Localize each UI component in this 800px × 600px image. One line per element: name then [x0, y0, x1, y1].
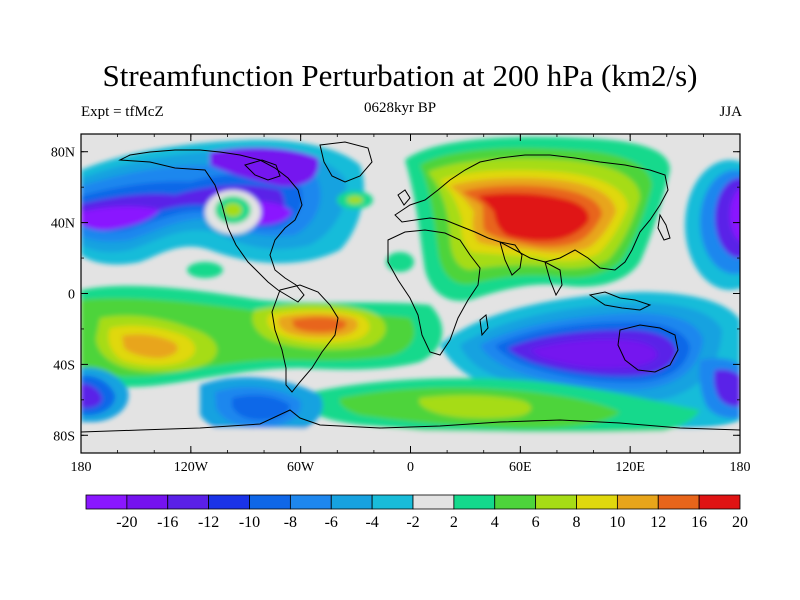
colorbar-label: -10	[239, 514, 260, 531]
colorbar-box	[453, 494, 496, 510]
colorbar-box	[371, 494, 414, 510]
colorbar-box	[698, 494, 741, 510]
x-tick-label: 60E	[509, 460, 532, 475]
x-tick-label: 120E	[615, 460, 645, 475]
colorbar-box	[85, 494, 128, 510]
chart-title: Streamfunction Perturbation at 200 hPa (…	[102, 58, 698, 93]
experiment-label: Expt = tfMcZ	[81, 104, 164, 120]
coastlines	[81, 141, 740, 433]
colorbar-label: 4	[491, 514, 499, 531]
colorbar-box	[494, 494, 537, 510]
x-axis: 180 120W 60W 0 60E 120E 180	[71, 134, 751, 475]
colorbar-label: -20	[116, 514, 137, 531]
colorbar-box	[576, 494, 618, 510]
colorbar-box	[535, 494, 577, 510]
y-tick-label: 80N	[51, 146, 75, 161]
colorbar: -20 -16 -12 -10 -8 -6 -4 -2 2 4 6 8 10 12 16 20	[85, 494, 748, 531]
colorbar-label: 6	[532, 514, 540, 531]
colorbar-label: 10	[609, 514, 625, 531]
colorbar-label: 12	[650, 514, 666, 531]
colorbar-box	[330, 494, 373, 510]
contour-field	[81, 134, 740, 453]
x-tick-label: 180	[71, 460, 92, 475]
colorbar-box	[289, 494, 332, 510]
y-axis: 80N 40N 0 40S 80S	[51, 146, 740, 444]
colorbar-label: -2	[406, 514, 419, 531]
colorbar-box	[249, 494, 291, 510]
colorbar-label: 20	[732, 514, 748, 531]
x-tick-label: 0	[407, 460, 414, 475]
colorbar-label: -8	[284, 514, 297, 531]
y-tick-label: 40N	[51, 217, 75, 232]
season-label: JJA	[719, 104, 742, 120]
colorbar-box	[208, 494, 250, 510]
y-tick-label: 40S	[53, 358, 75, 373]
x-tick-label: 60W	[287, 460, 315, 475]
y-tick-label: 0	[68, 288, 75, 303]
colorbar-label: 16	[691, 514, 707, 531]
y-tick-label: 80S	[53, 429, 75, 444]
colorbar-label: 8	[573, 514, 581, 531]
colorbar-box	[616, 494, 659, 510]
time-label: 0628kyr BP	[363, 100, 437, 116]
colorbar-box	[167, 494, 210, 510]
colorbar-box	[126, 494, 169, 510]
x-tick-label: 180	[730, 460, 751, 475]
colorbar-label: -6	[325, 514, 338, 531]
colorbar-label: 2	[450, 514, 458, 531]
colorbar-box	[412, 494, 455, 510]
x-tick-label: 120W	[174, 460, 209, 475]
colorbar-label: -12	[198, 514, 219, 531]
colorbar-box	[657, 494, 700, 510]
colorbar-label: -16	[157, 514, 178, 531]
colorbar-label: -4	[365, 514, 378, 531]
